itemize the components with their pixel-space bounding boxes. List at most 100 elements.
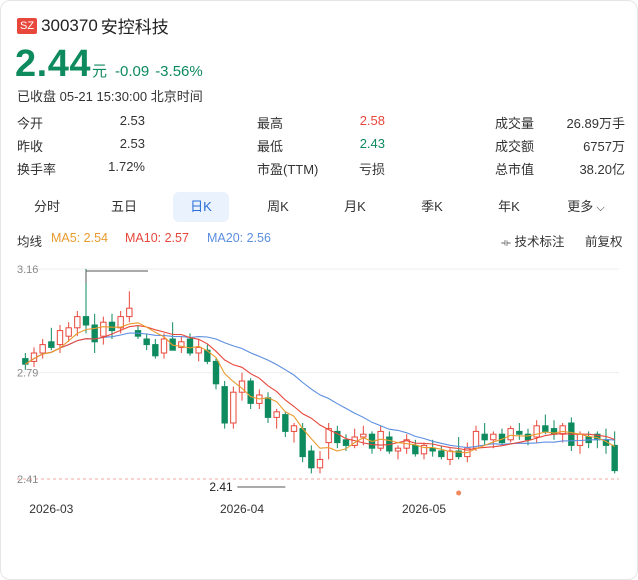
stat-value: 38.20亿 (579, 162, 625, 177)
tab-label: 五日 (110, 199, 137, 214)
candle-body (542, 425, 549, 432)
stat-label: 市盈(TTM) (257, 162, 319, 177)
tab-label: 日K (190, 199, 212, 214)
stat-value: 2.58 (359, 113, 385, 128)
candle-body (56, 330, 64, 346)
stat-label: 今开 (17, 116, 44, 131)
technical-annotation-toggle[interactable]: ⟛ 技术标注 (501, 231, 564, 250)
x-tick-label: 2026-03 (29, 502, 73, 516)
candle-body (143, 338, 150, 346)
candle-body (394, 447, 402, 452)
price-row: 2.44 元 -0.09 -3.56% (15, 43, 203, 86)
tab-label: 月K (344, 199, 366, 214)
exchange-badge: SZ (17, 17, 38, 34)
tab-3[interactable]: 周K (250, 192, 306, 222)
candle-icon: ⟛ (501, 237, 511, 249)
stat-value: 2.53 (119, 113, 145, 128)
ma20-line (25, 332, 615, 449)
candle-body (178, 341, 185, 348)
ma10-value: MA10: 2.57 (125, 231, 189, 245)
tab-6[interactable]: 年K (481, 192, 537, 222)
stat-value: 2.53 (119, 136, 145, 151)
stat-label: 最高 (257, 116, 284, 131)
candle-body (446, 450, 454, 460)
ma20-value: MA20: 2.56 (207, 231, 271, 245)
candle-body (126, 307, 133, 318)
candle-body (412, 444, 419, 455)
candle-body (490, 433, 497, 441)
candle-body (39, 344, 46, 354)
ma5-value: MA5: 2.54 (51, 231, 108, 245)
tab-label: 季K (421, 199, 443, 214)
low-marker-label: 2.41 (209, 480, 233, 494)
x-tick-label: 2026-05 (402, 502, 446, 516)
candle-body (533, 425, 540, 438)
price-change-pct: -3.56% (155, 63, 203, 80)
candle-body (264, 397, 272, 418)
candle-body (160, 338, 168, 354)
x-tick-label: 2026-04 (220, 502, 264, 516)
stat-value: 2.43 (359, 136, 385, 151)
candle-body (334, 430, 341, 444)
y-tick-label: 3.16 (17, 264, 38, 276)
candle-body (212, 360, 220, 385)
technical-annotation-label: 技术标注 (514, 235, 565, 249)
ma-label: 均线 (17, 235, 43, 249)
candle-body (342, 439, 350, 446)
candle-body (282, 414, 289, 432)
tab-label: 年K (498, 199, 520, 214)
stat-value: 6757万 (583, 139, 625, 154)
candle-body (195, 346, 202, 354)
price-change: -0.09 (114, 63, 150, 80)
stat-label: 总市值 (495, 162, 535, 177)
candle-body (108, 321, 116, 332)
stat-label: 成交额 (495, 139, 535, 154)
candle-body (221, 386, 228, 424)
candle-body (74, 316, 81, 329)
stock-name: 安控科技 (100, 18, 169, 37)
stat-label: 换手率 (17, 162, 57, 177)
stat-value: 26.89万手 (566, 116, 625, 131)
stat-value: 亏损 (358, 162, 385, 177)
tab-1[interactable]: 五日 (96, 192, 152, 222)
tab-4[interactable]: 月K (327, 192, 383, 222)
market-status: 已收盘 05-21 15:30:00 北京时间 (17, 89, 203, 104)
candle-body (152, 344, 159, 357)
candle-body (420, 444, 428, 455)
candle-body (230, 391, 237, 424)
tab-label: 周K (267, 199, 289, 214)
candle-body (576, 433, 584, 446)
candlestick-chart: 3.16 2.79 2.41 3.16 2.41 2026-03 2026-04 2026-0… (17, 264, 619, 516)
candle-body (273, 411, 280, 418)
tab-5[interactable]: 季K (404, 192, 460, 222)
candle-body (299, 428, 306, 458)
candle-body (360, 433, 367, 438)
stat-label: 最低 (257, 139, 284, 154)
tab-2[interactable]: 日K (173, 192, 229, 222)
ma10-line (25, 325, 615, 451)
candle-body (247, 380, 254, 404)
candle-body (316, 458, 324, 469)
stock-code: 300370 (41, 15, 98, 35)
stock-header: SZ 300370 安控科技 (17, 13, 169, 38)
candle-body (438, 450, 445, 458)
y-tick-label: 2.79 (17, 368, 38, 380)
adjust-mode-button[interactable]: 前复权 (585, 235, 623, 249)
y-tick-label: 2.41 (17, 474, 38, 486)
candle-body (325, 428, 332, 444)
ma5-line (25, 322, 615, 454)
candle-body (290, 425, 298, 432)
current-price: 2.44 (15, 43, 91, 85)
price-unit: 元 (91, 63, 107, 80)
stat-label: 成交量 (495, 116, 535, 131)
candle-body (100, 321, 107, 337)
chevron-down-icon: ⌵ (593, 202, 605, 214)
event-dot (456, 490, 462, 496)
tab-7[interactable]: 更多 ⌵ (558, 192, 614, 222)
candle-body (48, 341, 55, 348)
candle-body (117, 316, 124, 329)
tab-0[interactable]: 分时 (19, 192, 75, 222)
candle-body (507, 428, 514, 441)
candle-body (308, 450, 315, 469)
